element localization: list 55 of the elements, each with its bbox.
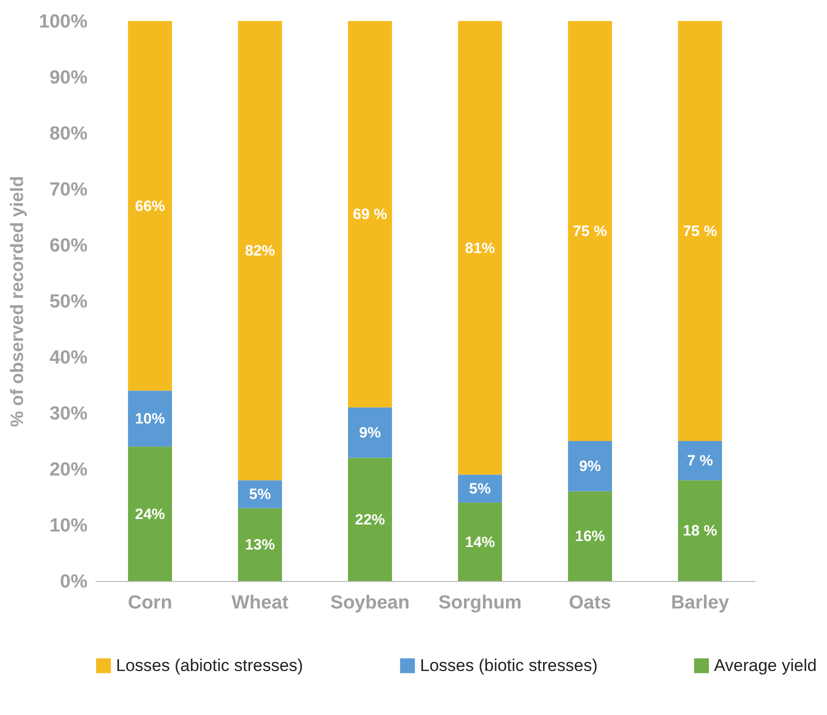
data-label: 75 % [682, 223, 718, 240]
y-tick-label: 60% [49, 236, 88, 256]
bar [128, 390, 172, 447]
y-tick-label: 70% [49, 180, 88, 200]
x-tick-label: Wheat [232, 592, 290, 614]
y-tick-label: 50% [49, 292, 88, 312]
data-label: 14% [464, 534, 496, 551]
x-tick-label: Barley [670, 592, 730, 614]
y-tick-label: 10% [49, 516, 88, 536]
y-tick-label: 20% [49, 460, 88, 480]
data-label: 75 % [572, 223, 608, 240]
x-tick-label: Oats [568, 592, 612, 614]
y-tick-label: 30% [49, 404, 88, 424]
bar [458, 502, 502, 581]
data-label: 5% [469, 480, 491, 498]
data-label: 13% [244, 536, 276, 554]
data-label: 16% [574, 528, 606, 546]
data-label: 24% [134, 506, 166, 523]
data-label: 66% [134, 198, 166, 215]
y-axis-title: % of observed recorded yield [6, 176, 27, 428]
bar [238, 21, 282, 480]
data-label: 69 % [352, 206, 388, 224]
y-tick-label: 40% [49, 348, 88, 368]
data-label: 9% [579, 458, 601, 476]
data-label: 81% [464, 240, 496, 257]
data-label: 5% [249, 486, 271, 504]
y-tick-label: 100% [38, 12, 88, 32]
y-tick-label: 0% [60, 572, 88, 592]
bar [568, 21, 612, 441]
data-label: 22% [354, 511, 386, 528]
y-tick-label: 90% [49, 68, 88, 88]
x-tick-label: Sorghum [438, 592, 522, 614]
x-tick-label: Soybean [330, 592, 410, 614]
bar [128, 21, 172, 391]
bar [568, 441, 612, 492]
bar [568, 491, 612, 581]
bar [458, 21, 502, 475]
bar [238, 508, 282, 581]
bar [348, 407, 392, 458]
bar [678, 441, 722, 480]
bar [678, 21, 722, 441]
data-label: 9% [359, 424, 381, 442]
data-label: 10% [134, 410, 166, 428]
bar [348, 458, 392, 581]
bar [678, 480, 722, 581]
data-label: 18 % [682, 522, 718, 540]
legend-label: Average yield [714, 656, 817, 675]
y-tick-label: 80% [49, 124, 88, 144]
legend-label: Losses (biotic stresses) [420, 656, 598, 675]
data-label: 82% [244, 242, 276, 260]
x-tick-label: Corn [128, 592, 172, 614]
legend-label: Losses (abiotic stresses) [116, 656, 304, 675]
bar [128, 446, 172, 581]
bar [348, 21, 392, 408]
data-label: 7 % [687, 452, 713, 470]
